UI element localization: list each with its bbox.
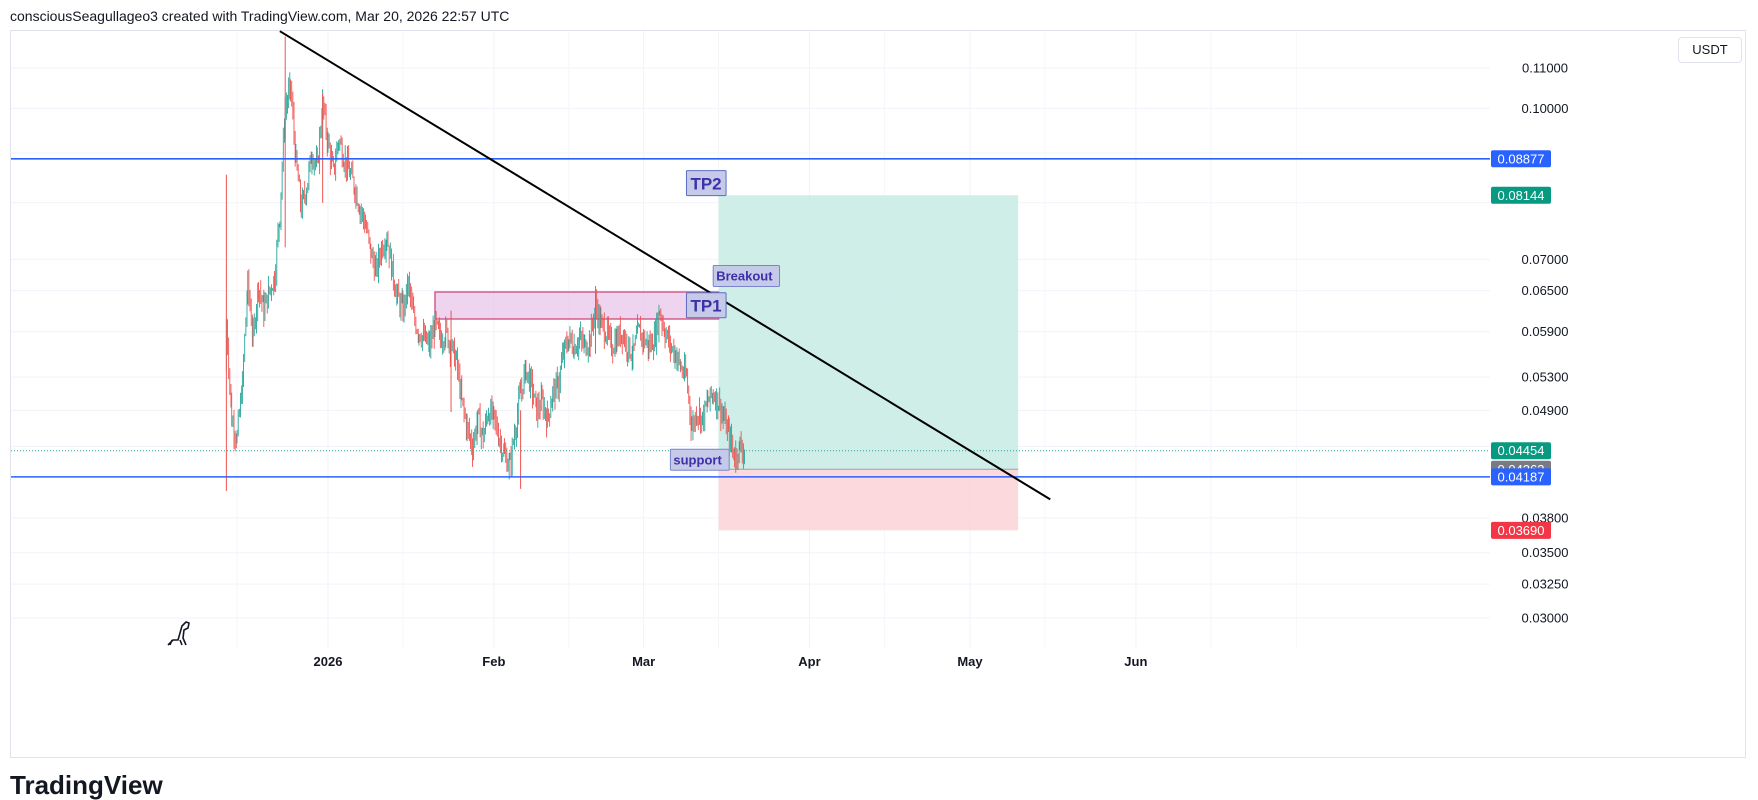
y-tick-label: 0.07000 xyxy=(1522,252,1569,267)
y-tick-label: 0.03250 xyxy=(1522,577,1569,592)
price-tag: 0.03690 xyxy=(1491,521,1551,539)
annotation-label: TP1 xyxy=(690,296,721,315)
y-tick-label: 0.03800 xyxy=(1522,510,1569,525)
tradingview-brand: TradingView xyxy=(10,770,163,800)
axis-layer: 0.11000 0.10000 0.07000 0.06500 0.05900 0.053… xyxy=(314,61,1569,670)
y-tick-label: 0.10000 xyxy=(1522,101,1569,116)
price-tag-bg xyxy=(1491,186,1551,204)
zone-layer xyxy=(434,195,1019,531)
annotation-box xyxy=(712,264,781,287)
price-tag-bg xyxy=(1491,442,1551,460)
dino-icon xyxy=(167,621,190,646)
annotation-box xyxy=(669,448,730,471)
price-tag: 0.08877 xyxy=(1491,150,1551,168)
x-tick-label: 2026 xyxy=(314,654,343,669)
resistance-zone xyxy=(434,291,720,320)
tag-layer: 0.088770.081440.044540.042630.041870.036… xyxy=(1491,150,1551,539)
price-tag-bg xyxy=(1491,468,1551,486)
line-layer xyxy=(11,30,1490,501)
price-tag-label: 0.08877 xyxy=(1498,151,1545,166)
annotation-tp1: TP1 xyxy=(685,292,727,319)
price-tag-label: 0.04454 xyxy=(1498,443,1545,458)
price-tag-label: 0.04187 xyxy=(1498,469,1545,484)
x-tick-label: Feb xyxy=(482,654,505,669)
price-tag-bg xyxy=(1491,150,1551,168)
y-tick-label: 0.05300 xyxy=(1522,370,1569,385)
price-tag-bg xyxy=(1491,521,1551,539)
candle-layer xyxy=(225,36,745,491)
currency-label[interactable]: USDT xyxy=(1678,37,1742,63)
trend-line xyxy=(279,30,1051,501)
annotation-layer: TP2 Breakout TP1 support xyxy=(669,170,781,471)
profit-zone xyxy=(718,195,1019,470)
dino-logo xyxy=(167,621,190,646)
annotation-box xyxy=(685,292,727,319)
y-tick-label: 0.11000 xyxy=(1522,61,1568,76)
x-tick-label: Mar xyxy=(632,654,655,669)
price-tag-label: 0.03690 xyxy=(1498,523,1545,538)
y-tick-label: 0.03500 xyxy=(1522,545,1569,560)
price-tag-label: 0.08144 xyxy=(1498,188,1545,203)
grid-layer xyxy=(11,31,1490,648)
y-tick-label: 0.03000 xyxy=(1522,611,1569,626)
annotation-breakout: Breakout xyxy=(712,264,781,287)
price-tag: 0.08144 xyxy=(1491,186,1551,204)
chart-frame[interactable] xyxy=(10,30,1746,758)
annotation-label: Breakout xyxy=(716,269,773,284)
chart-header-text: consciousSeagullageo3 created with Tradi… xyxy=(10,8,510,24)
loss-zone xyxy=(718,469,1019,531)
y-tick-label: 0.05900 xyxy=(1522,324,1569,339)
x-tick-label: Apr xyxy=(798,654,820,669)
annotation-label: TP2 xyxy=(690,174,721,193)
annotation-support: support xyxy=(669,448,730,471)
annotation-box xyxy=(685,170,727,197)
annotation-tp2: TP2 xyxy=(685,170,727,197)
annotation-label: support xyxy=(673,452,722,467)
x-tick-label: Jun xyxy=(1124,654,1147,669)
x-tick-label: May xyxy=(957,654,983,669)
y-tick-label: 0.04900 xyxy=(1522,403,1569,418)
price-tag: 0.04454 xyxy=(1491,442,1551,460)
price-tag: 0.04187 xyxy=(1491,468,1551,486)
y-tick-label: 0.06500 xyxy=(1522,283,1569,298)
